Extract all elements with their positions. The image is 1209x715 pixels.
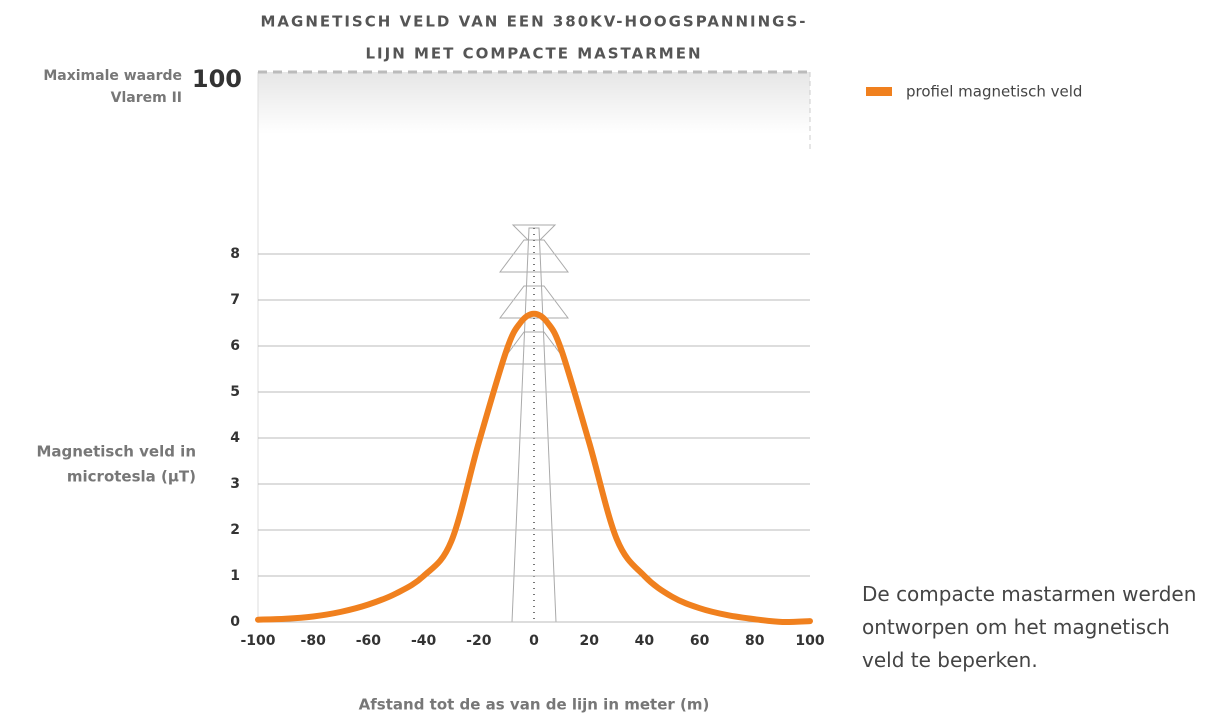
x-tick-label: -20: [466, 633, 492, 649]
x-tick-label: 40: [635, 633, 655, 649]
y-tick-label: 1: [230, 568, 240, 584]
y-tick-label: 3: [230, 476, 240, 492]
chart-title: MAGNETISCH VELD VAN EEN 380KV-HOOGSPANNI…: [260, 13, 807, 31]
x-tick-label: -100: [240, 633, 275, 649]
y-tick-label: 0: [230, 614, 240, 630]
y-axis-label: microtesla (µT): [67, 468, 196, 486]
y-tick-label: 5: [230, 384, 240, 400]
y-tick-label: 8: [230, 246, 240, 262]
limit-label: Vlarem II: [111, 90, 182, 106]
y-tick-label: 7: [230, 292, 240, 308]
x-axis-label: Afstand tot de as van de lijn in meter (…: [359, 696, 710, 714]
x-tick-label: 60: [690, 633, 710, 649]
legend-label: profiel magnetisch veld: [906, 83, 1082, 101]
y-axis-label: Magnetisch veld in: [36, 443, 196, 461]
x-tick-label: 20: [579, 633, 599, 649]
chart-title: LIJN MET COMPACTE MASTARMEN: [365, 45, 702, 63]
limit-label: Maximale waarde: [43, 68, 182, 84]
x-tick-label: 80: [745, 633, 765, 649]
y-tick-label: 6: [230, 338, 240, 354]
y-tick-label: 4: [230, 430, 240, 446]
x-tick-label: -40: [411, 633, 437, 649]
limit-tick-label: 100: [192, 65, 242, 93]
x-tick-label: 100: [795, 633, 824, 649]
x-tick-label: 0: [529, 633, 539, 649]
legend-swatch: [866, 87, 892, 96]
limit-band: [258, 72, 810, 134]
y-tick-label: 2: [230, 522, 240, 538]
x-tick-label: -80: [301, 633, 327, 649]
tower: [499, 224, 569, 623]
annotation: De compacte mastarmen werden ontworpen o…: [862, 582, 1197, 672]
series-line: [255, 310, 813, 626]
x-tick-label: -60: [356, 633, 382, 649]
